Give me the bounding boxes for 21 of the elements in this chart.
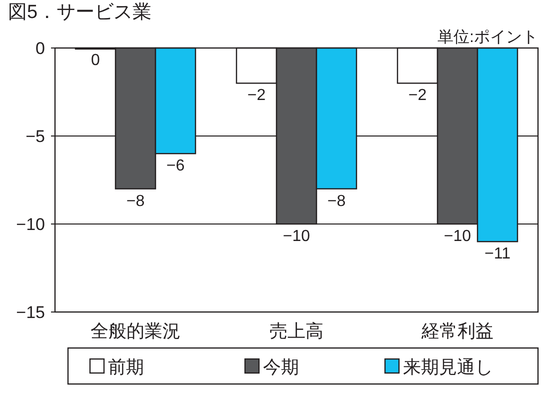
legend-label: 来期見通し: [403, 357, 493, 377]
data-label: 0: [91, 52, 100, 69]
data-label: −11: [484, 246, 510, 263]
data-label: −2: [247, 87, 266, 104]
legend-label: 今期: [263, 357, 299, 377]
data-label: −8: [126, 192, 145, 210]
data-label: −2: [408, 87, 427, 104]
ytick: −5: [26, 127, 45, 146]
data-label: −8: [327, 192, 346, 210]
xtick: 全般的業況: [90, 321, 180, 341]
ytick: 0: [36, 39, 45, 58]
data-label: −6: [166, 158, 185, 175]
data-label: −10: [444, 228, 472, 245]
ytick: −15: [16, 303, 45, 322]
title: 図5．サービス業: [8, 2, 152, 23]
annotation: 単位:ポイント: [438, 29, 538, 46]
xtick: 経常利益: [422, 321, 494, 341]
legend-label: 前期: [108, 357, 144, 377]
xtick: 売上高: [270, 321, 324, 341]
ytick: −10: [16, 215, 45, 234]
data-label: −10: [282, 228, 310, 245]
